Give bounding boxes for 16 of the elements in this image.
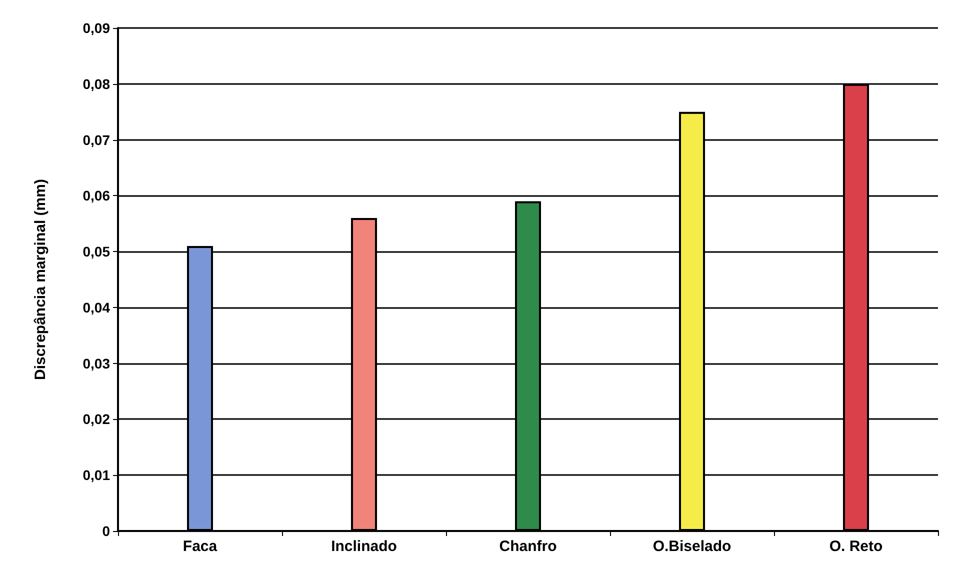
y-tick-label: 0,07 bbox=[82, 132, 110, 148]
y-tick-label: 0,01 bbox=[82, 467, 110, 484]
y-axis-title: Discrepância marginal (mm) bbox=[32, 179, 49, 380]
x-tick-label: O. Reto bbox=[829, 538, 883, 555]
y-tick-label: 0 bbox=[102, 523, 110, 539]
x-tick-label: Faca bbox=[182, 538, 218, 555]
y-tick-label: 0,09 bbox=[82, 20, 110, 36]
x-tick-label: O.Biselado bbox=[652, 538, 732, 555]
y-tick-label: 0,04 bbox=[82, 299, 110, 316]
y-tick-label: 0,03 bbox=[82, 355, 110, 372]
y-tick-label: 0,08 bbox=[82, 76, 110, 92]
y-tick-label: 0,06 bbox=[82, 188, 110, 204]
y-tick-label: 0,05 bbox=[82, 244, 110, 260]
x-tick-label: Chanfro bbox=[499, 538, 557, 555]
x-tick-label: Inclinado bbox=[331, 538, 397, 555]
y-tick-label: 0,02 bbox=[82, 411, 110, 428]
